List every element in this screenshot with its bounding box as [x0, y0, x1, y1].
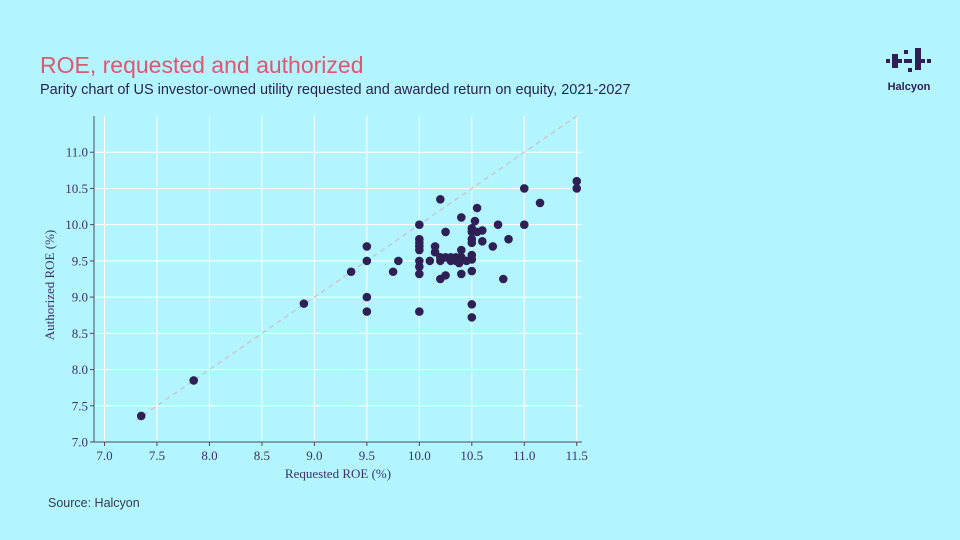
y-tick-label: 10.5: [65, 181, 88, 196]
data-point: [488, 242, 498, 251]
data-point: [441, 227, 450, 237]
y-tick-label: 8.5: [72, 326, 88, 341]
parity-line: [135, 115, 578, 421]
data-point: [470, 216, 480, 226]
data-point: [457, 213, 466, 222]
data-point: [136, 411, 146, 421]
grid: [94, 116, 582, 443]
source-note: Source: Halcyon: [48, 496, 140, 510]
data-point: [299, 299, 309, 308]
data-point: [436, 195, 445, 204]
data-point: [498, 274, 508, 284]
y-axis-label: Authorized ROE (%): [42, 230, 57, 340]
data-point: [441, 271, 450, 280]
data-point: [572, 184, 582, 193]
data-point: [415, 220, 424, 229]
x-tick-label: 8.5: [254, 448, 270, 463]
data-point: [467, 300, 477, 309]
data-point: [467, 238, 477, 248]
y-tick-label: 8.0: [72, 362, 88, 377]
x-tick-label: 11.0: [513, 448, 535, 463]
data-point: [467, 255, 477, 264]
x-tick-label: 7.0: [96, 448, 112, 463]
x-tick-label: 10.0: [408, 448, 431, 463]
y-tick-label: 9.0: [72, 290, 88, 305]
data-point: [457, 269, 466, 279]
data-point: [519, 184, 529, 193]
chart-title: ROE, requested and authorized: [40, 52, 364, 78]
data-point: [467, 313, 477, 322]
halcyon-logo: Halcyon: [884, 48, 934, 93]
ticks: 7.0 7.5 8.0 8.5 9.0 9.5 10.0 10.5 11.0 11.5 7.0 7.5…: [65, 145, 588, 463]
data-point: [415, 269, 424, 279]
y-tick-label: 7.5: [72, 398, 88, 413]
y-tick-label: 10.0: [65, 217, 88, 232]
y-tick-label: 7.0: [72, 435, 88, 450]
x-tick-label: 9.5: [359, 448, 375, 463]
data-point: [415, 307, 424, 316]
halcyon-logo-icon: [886, 48, 931, 72]
x-axis-label: Requested ROE (%): [285, 466, 391, 481]
x-tick-label: 9.0: [306, 448, 322, 463]
data-point: [519, 220, 529, 229]
y-tick-label: 11.0: [66, 145, 88, 160]
data-point: [362, 307, 372, 316]
data-points: [136, 176, 582, 421]
x-tick-label: 10.5: [460, 448, 483, 463]
data-point: [415, 262, 424, 271]
data-point: [457, 245, 466, 255]
data-point: [472, 203, 482, 213]
chart-subtitle: Parity chart of US investor-owned utilit…: [40, 82, 631, 98]
x-tick-label: 11.5: [566, 448, 588, 463]
data-point: [189, 376, 198, 385]
data-point: [535, 198, 545, 208]
data-point: [425, 256, 435, 266]
x-tick-label: 7.5: [149, 448, 165, 463]
data-point: [478, 237, 487, 246]
data-point: [572, 176, 582, 186]
data-point: [493, 220, 503, 229]
data-point: [478, 226, 487, 235]
data-point: [394, 256, 403, 266]
x-tick-label: 8.0: [201, 448, 217, 463]
data-point: [467, 266, 477, 276]
data-point: [388, 267, 398, 277]
data-point: [362, 256, 372, 266]
data-point: [362, 242, 372, 251]
data-point: [415, 245, 424, 255]
data-point: [362, 292, 372, 302]
brand-name: Halcyon: [887, 81, 931, 93]
y-tick-label: 9.5: [72, 253, 88, 268]
data-point: [504, 234, 513, 244]
data-point: [346, 267, 356, 277]
